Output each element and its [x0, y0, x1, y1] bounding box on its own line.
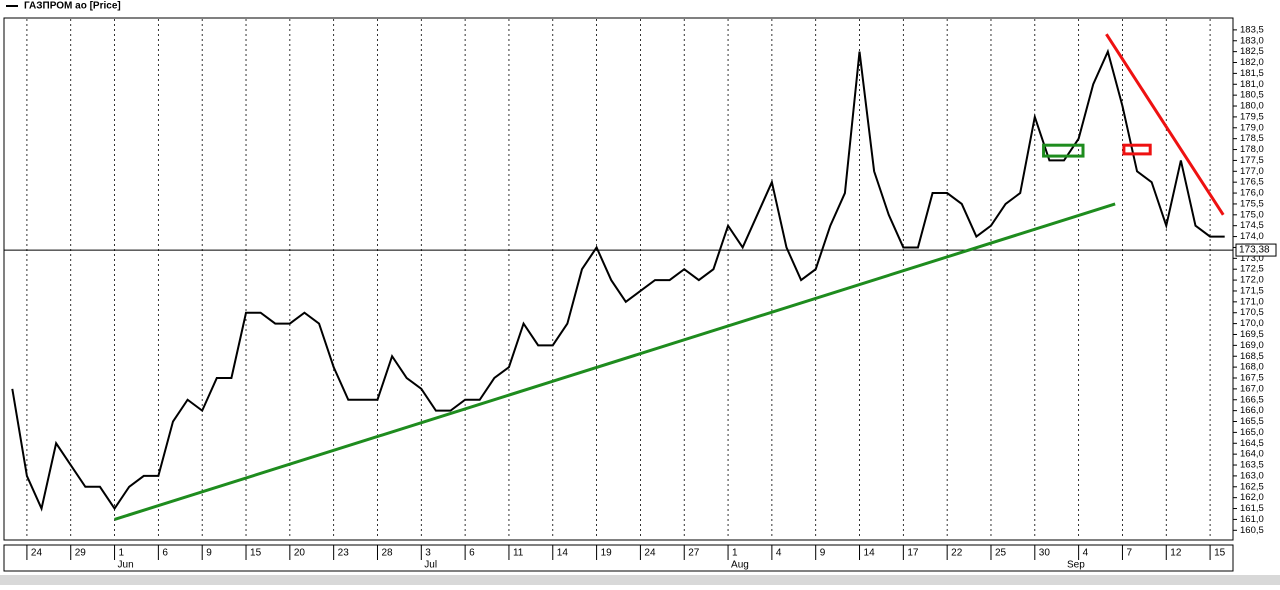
level-box [1122, 143, 1152, 156]
x-tick-label: 7 [1126, 548, 1132, 559]
y-tick-label: 165,0 [1240, 427, 1264, 438]
y-tick-label: 167,5 [1240, 373, 1264, 384]
y-tick-label: 176,0 [1240, 188, 1264, 199]
x-tick-label: 11 [513, 548, 524, 559]
x-tick-label: 4 [776, 548, 782, 559]
y-tick-label: 178,5 [1240, 133, 1264, 144]
y-tick-label: 169,0 [1240, 340, 1264, 351]
y-tick-label: 180,5 [1240, 90, 1264, 101]
y-tick-label: 183,0 [1240, 35, 1264, 46]
x-tick-label: 23 [338, 548, 350, 559]
level-box [1042, 143, 1085, 158]
y-tick-label: 173,0 [1240, 253, 1264, 264]
month-label: Jul [424, 560, 437, 571]
y-tick-label: 175,0 [1240, 209, 1264, 220]
y-tick-label: 182,0 [1240, 57, 1264, 68]
x-tick-label: 20 [294, 548, 306, 559]
y-tick-label: 171,5 [1240, 285, 1264, 296]
y-tick-label: 182,5 [1240, 46, 1264, 57]
scrollbar [0, 575, 1280, 585]
x-tick-label: 4 [1083, 548, 1089, 559]
y-tick-label: 179,0 [1240, 122, 1264, 133]
trendline [1105, 33, 1225, 216]
x-tick-label: 24 [31, 548, 43, 559]
y-tick-label: 172,5 [1240, 264, 1264, 275]
y-tick-label: 167,0 [1240, 383, 1264, 394]
y-tick-label: 181,0 [1240, 79, 1264, 90]
y-tick-label: 172,0 [1240, 275, 1264, 286]
y-tick-label: 170,5 [1240, 307, 1264, 318]
y-tick-label: 161,0 [1240, 514, 1264, 525]
x-tick-label: 9 [206, 548, 212, 559]
y-tick-label: 177,5 [1240, 155, 1264, 166]
y-tick-label: 171,0 [1240, 296, 1264, 307]
y-tick-label: 163,5 [1240, 460, 1264, 471]
last-price-label: 173,38 [1239, 245, 1270, 256]
y-tick-label: 166,0 [1240, 405, 1264, 416]
x-tick-label: 15 [1214, 548, 1226, 559]
y-tick-label: 180,0 [1240, 101, 1264, 112]
month-label: Sep [1067, 560, 1085, 571]
y-tick-label: 168,0 [1240, 362, 1264, 373]
x-tick-label: 27 [688, 548, 700, 559]
y-tick-label: 179,5 [1240, 111, 1264, 122]
y-tick-label: 160,5 [1240, 525, 1264, 536]
x-tick-label: 28 [381, 548, 393, 559]
x-tick-label: 6 [469, 548, 475, 559]
y-tick-label: 168,5 [1240, 351, 1264, 362]
x-axis-frame [3, 544, 1234, 572]
price-line [11, 48, 1225, 512]
plot-frame [3, 17, 1234, 541]
x-tick-label: 1 [119, 548, 125, 559]
y-tick-label: 170,0 [1240, 318, 1264, 329]
y-tick-label: 162,0 [1240, 492, 1264, 503]
month-label: Aug [731, 560, 749, 571]
y-tick-label: 165,5 [1240, 416, 1264, 427]
y-tick-label: 177,0 [1240, 166, 1264, 177]
x-tick-label: 1 [732, 548, 738, 559]
y-tick-label: 163,0 [1240, 470, 1264, 481]
x-tick-label: 15 [250, 548, 262, 559]
y-tick-label: 164,5 [1240, 438, 1264, 449]
x-tick-label: 12 [1170, 548, 1182, 559]
x-tick-label: 19 [601, 548, 613, 559]
trendline [114, 202, 1116, 521]
x-tick-label: 29 [75, 548, 87, 559]
y-tick-label: 162,5 [1240, 481, 1264, 492]
x-tick-label: 14 [864, 548, 876, 559]
x-tick-label: 24 [644, 548, 656, 559]
y-tick-label: 183,5 [1240, 24, 1264, 35]
y-tick-label: 161,5 [1240, 503, 1264, 514]
x-tick-label: 30 [1039, 548, 1051, 559]
y-tick-label: 174,5 [1240, 220, 1264, 231]
y-tick-label: 176,5 [1240, 177, 1264, 188]
y-tick-label: 178,0 [1240, 144, 1264, 155]
x-tick-label: 25 [995, 548, 1007, 559]
x-tick-label: 14 [557, 548, 569, 559]
y-tick-label: 181,5 [1240, 68, 1264, 79]
x-tick-label: 6 [162, 548, 168, 559]
x-tick-label: 9 [820, 548, 826, 559]
x-tick-label: 17 [907, 548, 919, 559]
y-tick-label: 175,5 [1240, 198, 1264, 209]
x-tick-label: 3 [425, 548, 431, 559]
month-label: Jun [118, 560, 134, 571]
y-tick-label: 166,5 [1240, 394, 1264, 405]
legend-label: ГАЗПРОМ ао [Price] [24, 1, 121, 12]
y-tick-label: 169,5 [1240, 329, 1264, 340]
x-tick-label: 22 [951, 548, 963, 559]
y-tick-label: 174,0 [1240, 231, 1264, 242]
last-price-box [1235, 243, 1277, 257]
y-tick-label: 164,0 [1240, 449, 1264, 460]
